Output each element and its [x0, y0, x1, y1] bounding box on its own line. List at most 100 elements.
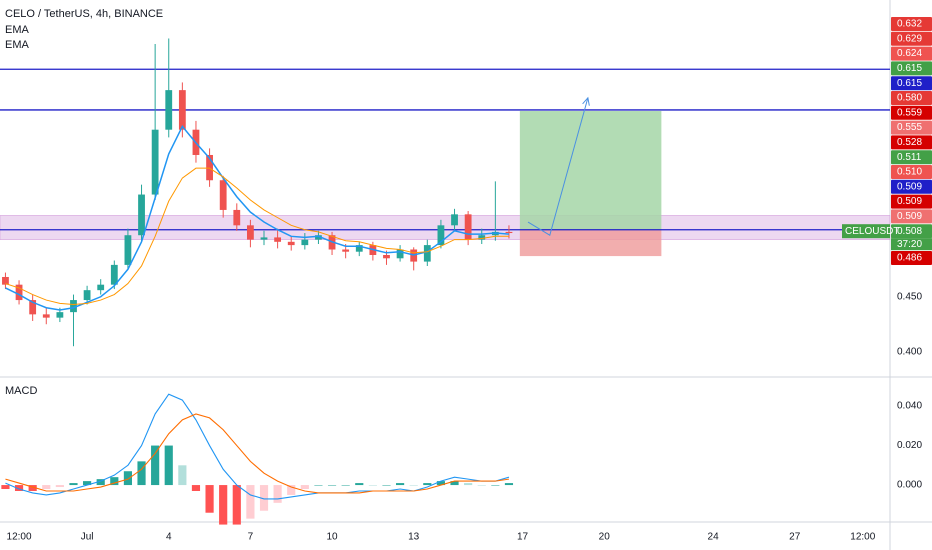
y-tick-label: 0.040: [897, 401, 922, 412]
histogram-bar: [232, 485, 241, 525]
price-tag: [891, 120, 932, 135]
price-tag-label: 0.511: [897, 152, 922, 163]
candle-body: [246, 225, 254, 240]
candle-body: [423, 245, 431, 262]
histogram-bar: [69, 483, 78, 486]
histogram-bar: [191, 485, 201, 491]
countdown-bg: [891, 238, 932, 251]
macd-line: [5, 393, 510, 500]
histogram-bar: [246, 485, 255, 519]
candle-body: [2, 276, 9, 285]
histogram-bar: [96, 479, 105, 486]
histogram-bar: [504, 483, 514, 486]
histogram-bar: [110, 477, 119, 486]
histogram-bar: [273, 485, 282, 503]
candle-body: [233, 209, 241, 226]
price-tag: [891, 17, 932, 31]
x-tick-label: Jul: [81, 532, 94, 543]
price-tag: [891, 31, 932, 46]
price-tag-label: 0.509: [897, 196, 922, 207]
histogram-bar: [314, 485, 323, 486]
candle-body: [56, 312, 64, 318]
histogram-bar: [205, 485, 214, 513]
histogram-bar: [123, 471, 133, 486]
support-zone: [0, 215, 891, 240]
histogram-bar: [219, 485, 228, 525]
price-tag: [891, 135, 932, 150]
arrow-head: [582, 96, 590, 106]
candle-body: [178, 90, 186, 130]
price-tag-label: 0.632: [897, 19, 922, 30]
price-tag: [891, 105, 932, 120]
indicator-label: EMA: [5, 24, 30, 36]
candle-body: [29, 300, 37, 315]
histogram-bar: [327, 485, 337, 486]
histogram-bar: [300, 485, 309, 490]
candle-body: [260, 237, 268, 240]
symbol-tag: [842, 224, 890, 239]
candle-body: [42, 314, 50, 318]
macd-line: [5, 413, 510, 494]
x-tick-label: 12:00: [850, 532, 875, 543]
x-tick-label: 20: [599, 532, 611, 543]
price-tag-label: 0.555: [897, 122, 922, 133]
histogram-bar: [382, 485, 391, 486]
histogram-bar: [355, 483, 364, 486]
price-tag: [891, 165, 932, 179]
candle-body: [138, 194, 145, 236]
histogram-bar: [491, 485, 500, 486]
candle-body: [301, 239, 309, 246]
candle-body: [124, 235, 132, 265]
price-tag: [891, 209, 932, 224]
ema-line: [5, 167, 509, 305]
x-tick-label: 13: [408, 532, 420, 543]
x-tick-label: 7: [248, 532, 254, 543]
price-tag-label: 0.629: [897, 33, 922, 44]
price-tag-label: 0.528: [897, 137, 922, 148]
countdown: 37:20: [897, 239, 922, 250]
histogram-bar: [368, 485, 377, 486]
histogram-bar: [477, 485, 486, 486]
histogram-bar: [436, 481, 445, 486]
x-tick-label: 17: [517, 532, 529, 543]
target-zone: [519, 111, 662, 230]
candle-body: [206, 154, 213, 181]
x-tick-label: 27: [789, 532, 801, 543]
price-tag-label: 0.615: [897, 78, 922, 89]
x-tick-label: 24: [708, 532, 720, 543]
candle-body: [478, 235, 486, 240]
candle-body: [355, 245, 363, 252]
price-tag: [891, 46, 932, 61]
candle-body: [287, 241, 295, 246]
price-tag-label: 0.509: [897, 211, 922, 222]
price-tag-label: 0.510: [897, 167, 922, 178]
histogram-bar: [450, 481, 459, 486]
histogram-bar: [137, 461, 146, 486]
histogram-bar: [178, 465, 187, 486]
chart-title: CELO / TetherUS, 4h, BINANCE: [5, 8, 163, 20]
candle-body: [97, 284, 105, 291]
symbol-label: CELOUSDT: [845, 226, 899, 237]
price-tag: [891, 76, 932, 91]
histogram-bar: [28, 485, 37, 491]
candle-body: [165, 90, 173, 130]
y-tick-label: 0.450: [897, 291, 922, 302]
candle-body: [451, 214, 458, 226]
histogram-bar: [1, 485, 10, 490]
price-tag-label: 0.509: [897, 181, 922, 192]
candle-body: [15, 284, 23, 301]
price-tag: [891, 179, 932, 194]
candle-body: [151, 129, 159, 195]
price-tag: [891, 91, 932, 105]
histogram-bar: [14, 485, 24, 491]
price-tag: [891, 61, 932, 76]
histogram-bar: [287, 485, 296, 495]
histogram-bar: [396, 483, 405, 486]
price-tag-label: 0.508: [897, 226, 922, 237]
x-tick-label: 4: [166, 532, 172, 543]
histogram-bar: [151, 445, 160, 486]
price-tag: [891, 251, 932, 265]
histogram-bar: [409, 485, 418, 486]
price-tag-label: 0.615: [897, 63, 922, 74]
histogram-bar: [42, 485, 51, 490]
